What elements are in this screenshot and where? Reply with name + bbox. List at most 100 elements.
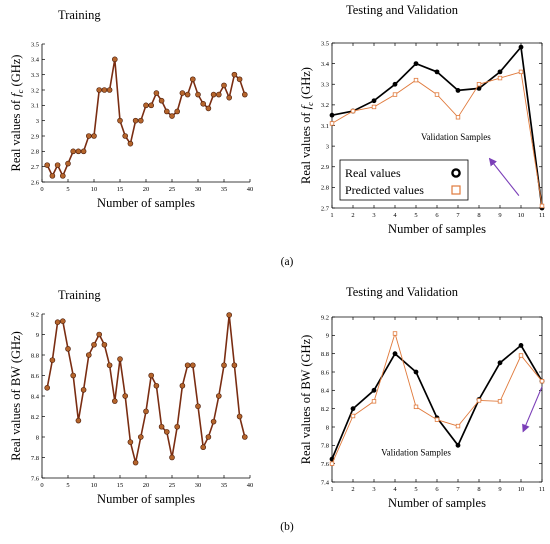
- x-tick-label: 25: [169, 482, 176, 489]
- x-tick-label: 1: [330, 212, 333, 219]
- data-point: [242, 434, 248, 440]
- data-point: [91, 133, 97, 139]
- y-tick-label: 2.8: [321, 185, 329, 192]
- x-tick-label: 1: [330, 486, 333, 493]
- data-point-predicted: [518, 353, 524, 358]
- data-point-real: [497, 360, 503, 366]
- data-point-real: [371, 387, 377, 393]
- data-point-real: [329, 112, 335, 118]
- x-tick-label: 40: [247, 186, 254, 193]
- x-tick-label: 10: [518, 212, 525, 219]
- y-axis-label: Real values of BW (GHz): [299, 335, 313, 465]
- data-point: [158, 423, 165, 430]
- data-point-predicted: [413, 404, 419, 410]
- x-tick-label: 0: [40, 482, 43, 489]
- x-tick-label: 30: [195, 482, 202, 489]
- data-point: [132, 117, 139, 124]
- data-point: [210, 418, 217, 425]
- y-tick-label: 8.6: [31, 373, 40, 380]
- x-tick-label: 5: [66, 186, 69, 193]
- data-point: [226, 94, 232, 101]
- data-point-predicted: [455, 115, 461, 120]
- data-point: [65, 346, 71, 352]
- data-point: [75, 417, 82, 424]
- x-tick-label: 2: [351, 486, 354, 493]
- data-point: [44, 384, 51, 391]
- y-tick-label: 2.7: [31, 164, 40, 171]
- data-point: [221, 82, 227, 89]
- x-tick-label: 0: [40, 186, 43, 193]
- y-axis-label: Real values of fc (GHz): [9, 55, 25, 172]
- data-point-predicted: [539, 203, 545, 209]
- y-tick-label: 2.9: [321, 164, 329, 171]
- x-tick-label: 8: [477, 212, 480, 219]
- data-point: [54, 319, 61, 326]
- panel-label-b: (b): [280, 521, 294, 533]
- series-line: [46, 314, 246, 463]
- data-point: [179, 90, 186, 96]
- data-point: [75, 148, 82, 155]
- data-point: [190, 362, 196, 369]
- data-point: [195, 403, 201, 410]
- data-point: [86, 352, 92, 358]
- data-point-real: [371, 98, 377, 104]
- data-point-predicted: [329, 461, 335, 466]
- x-tick-label: 7: [456, 212, 460, 219]
- y-tick-label: 3.3: [321, 82, 329, 89]
- y-tick-label: 8.6: [321, 369, 330, 376]
- data-point: [190, 76, 196, 83]
- y-tick-label: 7.8: [321, 443, 329, 450]
- data-point: [236, 413, 243, 420]
- y-tick-label: 3.4: [321, 61, 330, 68]
- data-point-real: [413, 61, 419, 67]
- data-point-predicted: [329, 121, 335, 126]
- annotation-arrow: [522, 386, 543, 433]
- x-tick-label: 6: [435, 212, 439, 219]
- y-tick-label: 3.1: [31, 103, 39, 110]
- data-point-predicted: [476, 82, 482, 87]
- x-tick-label: 35: [221, 186, 228, 193]
- data-point: [200, 444, 206, 451]
- data-point-predicted: [392, 92, 398, 97]
- data-point: [132, 459, 139, 466]
- data-point: [210, 91, 217, 98]
- x-tick-label: 9: [498, 486, 501, 493]
- data-point: [174, 108, 180, 115]
- data-point: [112, 398, 118, 404]
- data-point: [80, 387, 87, 393]
- data-point: [231, 71, 238, 78]
- y-tick-label: 9: [326, 333, 329, 340]
- data-point-predicted: [350, 413, 356, 419]
- x-tick-label: 10: [91, 482, 98, 489]
- x-tick-label: 4: [393, 212, 397, 219]
- legend-marker-real: [451, 168, 461, 178]
- data-point: [59, 173, 66, 179]
- x-axis-label: Number of samples: [388, 496, 486, 510]
- data-point: [127, 140, 134, 147]
- data-point: [164, 429, 170, 435]
- data-point: [148, 372, 154, 379]
- y-tick-label: 8.2: [321, 406, 329, 413]
- data-point: [179, 382, 186, 389]
- data-point: [174, 423, 180, 430]
- data-point-real: [476, 85, 482, 91]
- x-axis-label: Number of samples: [97, 196, 195, 210]
- data-point: [164, 108, 170, 115]
- data-point: [117, 117, 123, 124]
- data-point: [122, 393, 128, 399]
- data-point-real: [392, 351, 398, 357]
- data-point: [70, 148, 76, 155]
- y-tick-label: 3: [326, 143, 329, 150]
- y-axis-label: Real values of fc (GHz): [299, 67, 315, 184]
- data-point-predicted: [497, 75, 503, 81]
- x-tick-label: 5: [414, 212, 417, 219]
- x-axis-label: Number of samples: [388, 222, 486, 236]
- x-tick-label: 40: [247, 482, 254, 489]
- data-point-predicted: [413, 77, 419, 83]
- y-tick-label: 9.2: [31, 311, 39, 318]
- x-tick-label: 25: [169, 186, 176, 193]
- x-tick-label: 20: [143, 482, 150, 489]
- data-point-predicted: [350, 108, 356, 114]
- x-tick-label: 4: [393, 486, 397, 493]
- data-point: [70, 372, 76, 379]
